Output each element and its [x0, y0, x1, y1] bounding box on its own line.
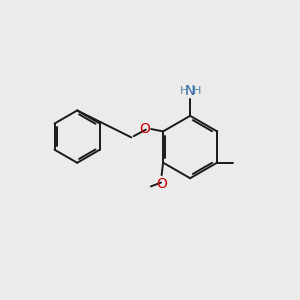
Text: O: O [156, 177, 167, 191]
Text: H: H [193, 86, 201, 96]
Text: N: N [185, 84, 195, 98]
Text: H: H [179, 86, 188, 96]
Text: O: O [139, 122, 150, 136]
